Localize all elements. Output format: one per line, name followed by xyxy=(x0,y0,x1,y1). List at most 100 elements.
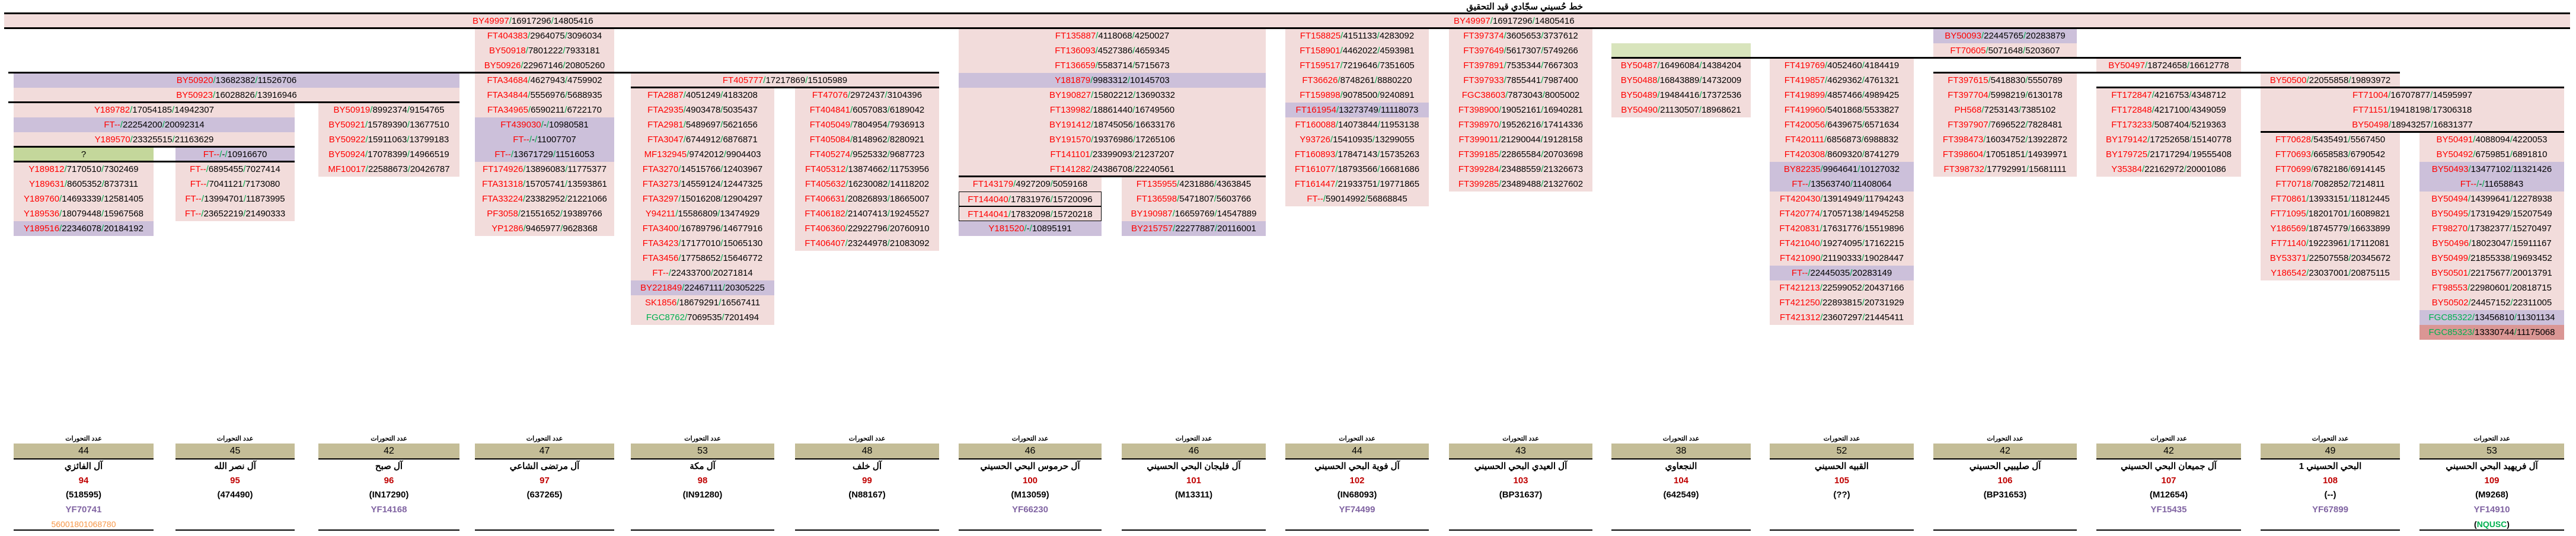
snp-row: BY5091878012227933181 xyxy=(475,43,614,58)
snp-name: FT98270 xyxy=(2432,224,2468,234)
snp-position-2: 22311005 xyxy=(2510,298,2552,308)
snp-position-2: 5219363 xyxy=(2189,120,2226,130)
snp-row: Y1897601469333912581405 xyxy=(14,192,154,206)
snp-position-2: 7987400 xyxy=(1541,75,1578,85)
snp-position-1: 6439675 xyxy=(1825,120,1862,130)
snp-position-2: 7936913 xyxy=(888,120,925,130)
snp-position-2: 7214811 xyxy=(2348,179,2385,189)
snp-name: FT71140 xyxy=(2271,238,2306,248)
mutation-count: 49 xyxy=(2261,444,2400,460)
snp-row: FT39793378554417987400 xyxy=(1449,73,1592,88)
snp-row: Y942111558680913474929 xyxy=(631,206,774,221)
column-bottom-line xyxy=(2096,529,2241,531)
snp-position-1: 4629362 xyxy=(1825,75,1862,85)
snp-name: FT398473 xyxy=(1942,135,1984,145)
snp-row: BY504951731942915207549 xyxy=(2419,206,2564,221)
snp-position-2: 14595997 xyxy=(2430,90,2472,100)
snp-position-1: 17217869 xyxy=(763,75,805,85)
snp-position-2: 4349059 xyxy=(2189,105,2226,115)
snp-position-1: 13682382 xyxy=(213,75,256,85)
snp-position-1: - xyxy=(529,135,535,145)
snp-position-2: 56868845 xyxy=(1365,194,1407,204)
snp-row: BY5049267598516891810 xyxy=(2419,147,2564,162)
snp-row: BY509201368238211526706 xyxy=(14,73,459,88)
snp-position-2: 14384204 xyxy=(1699,60,1741,71)
snp-row: FT--2244503520283149 xyxy=(1770,266,1914,280)
snp-name: Y189760 xyxy=(24,194,60,204)
snp-position-2: 19128158 xyxy=(1541,135,1583,145)
snp-position-2: 16831377 xyxy=(2431,120,2473,130)
snp-position-1: 23244978 xyxy=(845,238,888,248)
snp-position-2: 11301134 xyxy=(2514,312,2555,323)
branch-line xyxy=(2261,131,2564,133)
snp-position-2: 14547889 xyxy=(1215,209,1257,219)
snp-position-2: 13474929 xyxy=(717,209,759,219)
snp-row: FT4061822140741319245527 xyxy=(795,206,939,221)
snp-row: BY500932244576520283879 xyxy=(1933,28,2077,43)
snp-position-1: 21190333 xyxy=(1820,253,1862,263)
snp-name: FT-- xyxy=(494,149,511,159)
lineage-number: 102 xyxy=(1349,476,1365,486)
snp-position-1: 4118068 xyxy=(1096,31,1132,41)
lineage-number: 109 xyxy=(2484,476,2500,486)
snp-name: BY215757 xyxy=(1131,224,1173,234)
snp-name: FT172848 xyxy=(2111,105,2152,115)
snp-block: Y18981271705107302469Y189631860535287373… xyxy=(14,162,154,236)
snp-position-2: 9628368 xyxy=(560,224,598,234)
snp-position-2: 3737612 xyxy=(1541,31,1578,41)
snp-name: FTA34965 xyxy=(487,105,528,115)
snp-name: MF10017 xyxy=(328,164,366,174)
mutation-count-header: عدد التحورات xyxy=(216,435,254,442)
snp-position-2: 15967568 xyxy=(101,209,143,219)
snp-position-1: 17054185 xyxy=(130,105,172,115)
snp-row: FT4207741705713814945258 xyxy=(1770,206,1914,221)
snp-name: FT399011 xyxy=(1458,135,1499,145)
lineage-name: آل نصر الله xyxy=(214,461,256,471)
snp-name: FTA31318 xyxy=(482,179,524,189)
snp-position-1: 19274095 xyxy=(1820,238,1862,248)
kit-id: (M13311) xyxy=(1174,490,1213,500)
snp-position-2: 15911167 xyxy=(2511,238,2552,248)
snp-name: FTA2981 xyxy=(647,120,684,130)
snp-position-1: 23325515 xyxy=(130,135,173,145)
snp-row: FT3989701952621617414336 xyxy=(1449,117,1592,132)
snp-position-2: 6914145 xyxy=(2348,164,2386,174)
snp-block: FT4057771721786915105989 xyxy=(631,73,939,88)
snp-position-1: 4217100 xyxy=(2152,105,2189,115)
snp-row: PH56872531437385102 xyxy=(1933,103,2077,117)
mutation-count-header: عدد التحورات xyxy=(1502,435,1539,442)
snp-row: FT4707629724373104396 xyxy=(795,88,939,103)
snp-position-1: 22893815 xyxy=(1820,298,1862,308)
snp-position-1: 8605352 xyxy=(65,179,102,189)
snp-position-2: 16633899 xyxy=(2348,224,2390,234)
lineage-name: آل مكة xyxy=(690,461,716,471)
snp-name: FT139982 xyxy=(1049,105,1091,115)
snp-position-1: 17792991 xyxy=(1984,164,2026,174)
lineage-number: 95 xyxy=(230,476,240,486)
snp-name: FT405274 xyxy=(809,149,851,159)
snp-row: FT--1367172911516053 xyxy=(475,147,614,162)
snp-position-1: 4231886 xyxy=(1177,179,1214,189)
snp-position-2: 20271814 xyxy=(711,268,753,278)
snp-position-1: 14559124 xyxy=(678,179,720,189)
snp-name: FT36626 xyxy=(1302,75,1338,85)
column-bottom-line xyxy=(2261,529,2400,531)
snp-name: BY50501 xyxy=(2431,268,2468,278)
kit-id: (IN17290) xyxy=(369,490,409,500)
snp-row: FT--2225420020092314 xyxy=(14,117,295,132)
snp-name: BY50492 xyxy=(2436,149,2473,159)
snp-position-1: 22277887 xyxy=(1173,224,1215,234)
snp-name: FGC38603 xyxy=(1461,90,1506,100)
snp-row: FT4064072324497821083092 xyxy=(795,236,939,251)
snp-name: Y189570 xyxy=(94,135,130,145)
snp-position-1: 24386708 xyxy=(1090,164,1132,174)
snp-position-1: 19526216 xyxy=(1499,120,1541,130)
snp-name: Y93726 xyxy=(1300,135,1330,145)
mutation-count: 42 xyxy=(2096,444,2241,460)
snp-name: BY50494 xyxy=(2431,194,2468,204)
snp-name: FTA3273 xyxy=(642,179,679,189)
snp-row: Y1865422303700120875115 xyxy=(2261,266,2400,280)
snp-position-1: 7069535 xyxy=(685,312,722,323)
snp-position-2: 16567411 xyxy=(719,298,760,308)
snp-position-2: 21163629 xyxy=(173,135,214,145)
